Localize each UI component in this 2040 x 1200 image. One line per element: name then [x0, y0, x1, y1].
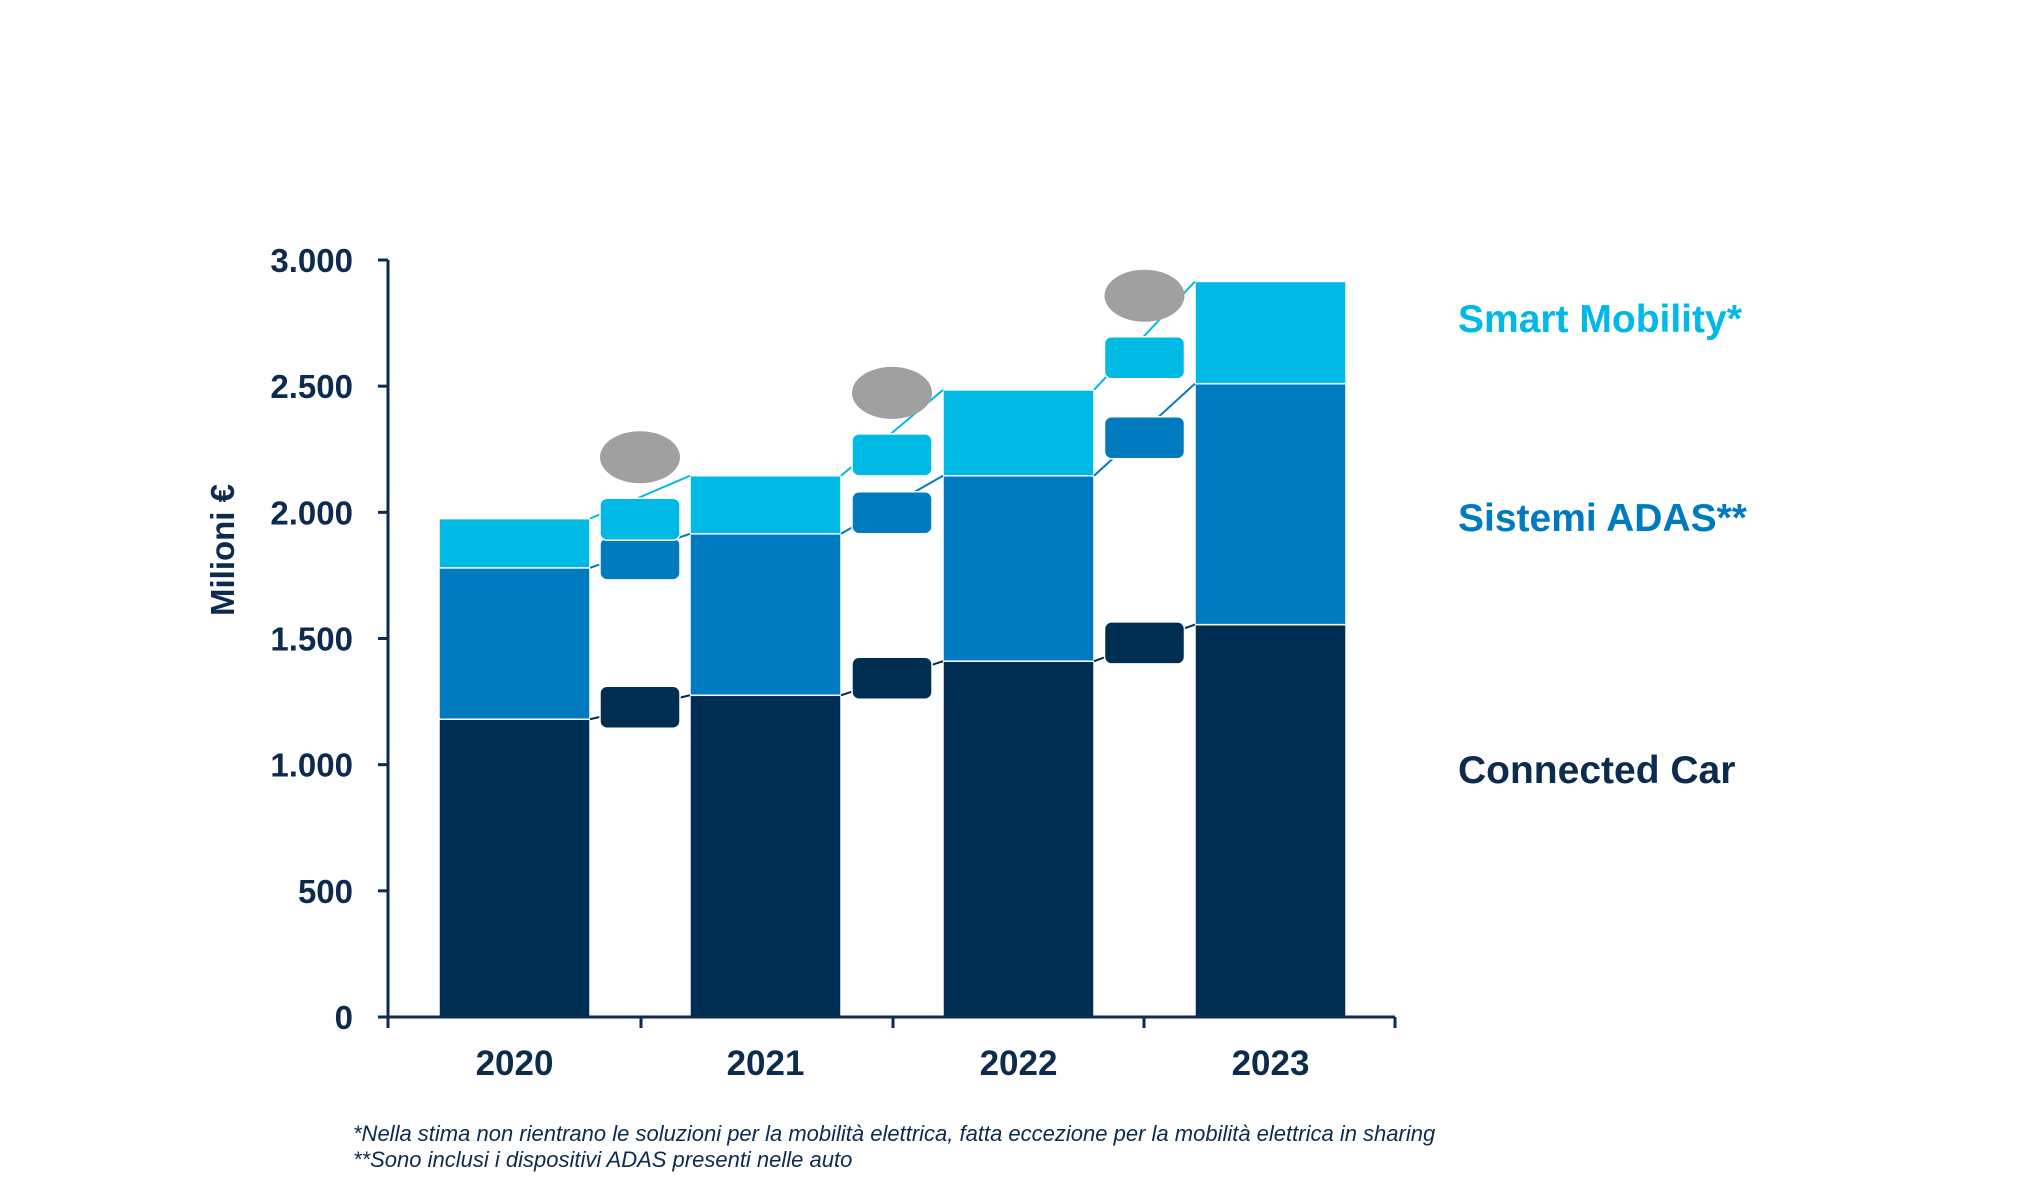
total-growth-bubble — [600, 431, 680, 484]
legend-sistemi-adas: Sistemi ADAS** — [1458, 497, 1748, 540]
axes: 2020 2021 2022 2023 0 500 1.000 1.500 2.000 2.500… — [270, 242, 1397, 1083]
x-tick-label: 2023 — [1232, 1044, 1310, 1083]
growth-label-box — [851, 656, 933, 700]
growth-label-box — [1103, 415, 1186, 460]
growth-label-box — [1103, 621, 1186, 665]
x-tick-label: 2021 — [727, 1044, 805, 1083]
bar-2020-sistemi-adas — [438, 567, 591, 720]
bar-2023-smart-mobility — [1194, 280, 1347, 385]
x-tick-label: 2022 — [980, 1044, 1058, 1083]
growth-label-box — [599, 685, 681, 730]
y-tick-label: 3.000 — [270, 242, 353, 279]
total-growth-bubble — [852, 366, 932, 419]
legend-connected-car: Connected Car — [1458, 749, 1735, 792]
x-tick-label: 2020 — [476, 1044, 554, 1083]
bar-2023-sistemi-adas — [1194, 382, 1347, 626]
growth-label-box — [1103, 335, 1186, 380]
growth-label-box — [851, 491, 933, 535]
bar-2020-connected-car — [438, 718, 591, 1018]
bar-2022-sistemi-adas — [942, 474, 1095, 662]
bar-2023-connected-car — [1194, 623, 1347, 1018]
growth-label-box — [599, 537, 681, 581]
bar-2021-smart-mobility — [689, 474, 842, 535]
bar-2022-smart-mobility — [942, 389, 1095, 477]
connectors-layer — [589, 269, 1196, 730]
y-tick-label: 1.000 — [270, 747, 353, 784]
y-tick-label: 500 — [298, 873, 353, 910]
y-axis-title: Milioni € — [204, 484, 241, 616]
y-tick-label: 2.500 — [270, 368, 353, 405]
total-growth-bubble — [1104, 269, 1185, 322]
legend-smart-mobility: Smart Mobility* — [1458, 298, 1743, 341]
bar-2021-connected-car — [689, 694, 842, 1018]
footnote-2: **Sono inclusi i dispositivi ADAS presen… — [353, 1147, 852, 1172]
bar-2021-sistemi-adas — [689, 533, 842, 697]
bar-2022-connected-car — [942, 660, 1095, 1018]
bar-2020-smart-mobility — [438, 517, 591, 569]
y-tick-label: 1.500 — [270, 621, 353, 658]
bars-layer — [438, 280, 1347, 1018]
y-tick-label: 2.000 — [270, 494, 353, 531]
y-tick-label: 0 — [335, 999, 353, 1036]
growth-label-box — [851, 433, 933, 477]
footnote-1: *Nella stima non rientrano le soluzioni … — [353, 1121, 1436, 1146]
growth-label-box — [599, 497, 681, 541]
